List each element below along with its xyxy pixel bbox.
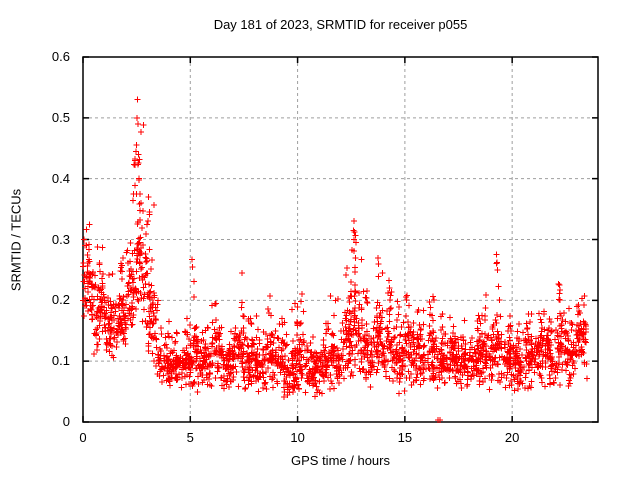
x-tick-label: 20 <box>504 430 520 445</box>
y-tick-label: 0.5 <box>51 109 70 125</box>
y-tick-label: 0.6 <box>51 49 70 64</box>
x-tick-label: 10 <box>290 430 305 445</box>
chart-title: Day 181 of 2023, SRMTID for receiver p05… <box>213 17 468 32</box>
y-tick-label: 0.1 <box>51 353 70 369</box>
scatter-points <box>80 96 590 423</box>
x-tick-label: 0 <box>79 430 87 445</box>
x-tick-label: 15 <box>397 430 413 445</box>
y-tick-label: 0 <box>62 414 70 429</box>
y-tick-label: 0.2 <box>51 292 70 308</box>
y-tick-label: 0.4 <box>51 170 70 186</box>
grid-lines <box>83 57 598 422</box>
x-axis-label: GPS time / hours <box>291 453 390 468</box>
y-tick-label: 0.3 <box>51 231 70 247</box>
x-tick-label: 5 <box>186 430 194 445</box>
